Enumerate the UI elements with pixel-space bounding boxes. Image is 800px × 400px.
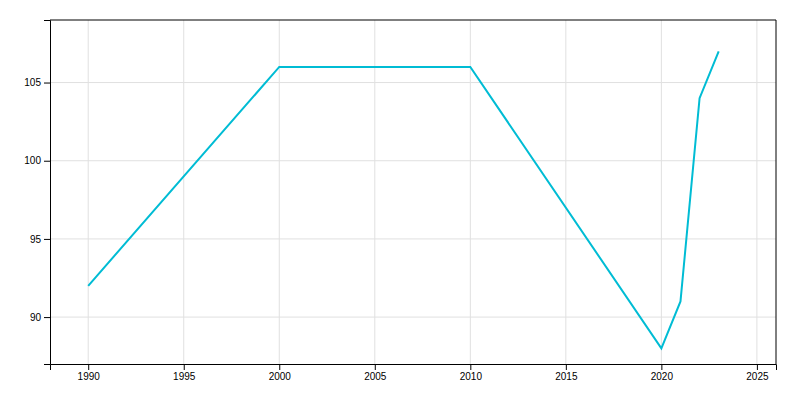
grid-line-x: [661, 20, 662, 364]
grid-line-x: [470, 20, 471, 364]
y-axis-tick-label: 95: [30, 234, 42, 245]
x-axis-tick-label: 2015: [555, 371, 578, 382]
grid-line-x: [279, 20, 280, 364]
x-axis-tick: 2005: [364, 364, 387, 382]
y-axis-tick-mark: [44, 83, 50, 84]
x-axis-tick-label: 1995: [173, 371, 196, 382]
x-axis: 1990 1995 2000 2005 2010 2015 2020 2025: [51, 364, 777, 382]
frame-right: [776, 20, 777, 364]
x-axis-tick-label: 2010: [460, 371, 483, 382]
y-axis: 90 95 100 105: [24, 21, 50, 365]
grid-line-y: [50, 238, 776, 239]
line: [88, 51, 718, 348]
x-axis-tick-label: 2000: [269, 371, 292, 382]
frame-top: [50, 20, 776, 21]
grid-line-x: [565, 20, 566, 364]
y-axis-line: [44, 21, 51, 365]
x-axis-tick: 2025: [746, 364, 769, 382]
x-axis-tick-mark: [375, 364, 376, 370]
y-axis-tick: 95: [30, 234, 50, 245]
grid: [50, 20, 776, 364]
plot-area: 1990 1995 2000 2005 2010 2015 2020 2025 90 95 100 1…: [24, 20, 776, 382]
y-axis-tick-label: 100: [24, 155, 41, 166]
x-axis-tick: 1995: [173, 364, 196, 382]
grid-line-y: [50, 317, 776, 318]
x-axis-tick-mark: [279, 364, 280, 370]
y-axis-tick-label: 105: [24, 77, 41, 88]
grid-line-y: [50, 160, 776, 161]
grid-line-x: [756, 20, 757, 364]
x-axis-tick-mark: [566, 364, 567, 370]
x-axis-tick-mark: [757, 364, 758, 370]
marks: [88, 51, 718, 348]
x-axis-tick-mark: [184, 364, 185, 370]
x-axis-line: [51, 365, 777, 371]
x-axis-tick-label: 2020: [651, 371, 674, 382]
y-axis-tick-label: 90: [30, 312, 42, 323]
y-axis-tick: 100: [24, 155, 50, 166]
y-axis-tick: 90: [30, 312, 50, 323]
chart: 1990 1995 2000 2005 2010 2015 2020 2025 90 95 100 1…: [0, 0, 800, 400]
x-axis-tick-label: 2005: [364, 371, 387, 382]
x-axis-tick-label: 1990: [78, 371, 101, 382]
x-axis-tick-mark: [661, 364, 662, 370]
grid-line-x: [183, 20, 184, 364]
x-axis-tick-label: 2025: [746, 371, 769, 382]
x-axis-tick: 2000: [269, 364, 292, 382]
grid-line-x: [88, 20, 89, 364]
grid-line-y: [50, 82, 776, 83]
y-axis-tick-mark: [44, 239, 50, 240]
y-axis-tick: 105: [24, 77, 50, 88]
x-axis-tick: 1990: [78, 364, 101, 382]
x-axis-tick: 2020: [651, 364, 674, 382]
x-axis-tick: 2015: [555, 364, 578, 382]
y-axis-tick-mark: [44, 317, 50, 318]
x-axis-tick-mark: [88, 364, 89, 370]
grid-line-x: [374, 20, 375, 364]
x-axis-tick-mark: [470, 364, 471, 370]
x-axis-tick: 2010: [460, 364, 483, 382]
y-axis-tick-mark: [44, 161, 50, 162]
